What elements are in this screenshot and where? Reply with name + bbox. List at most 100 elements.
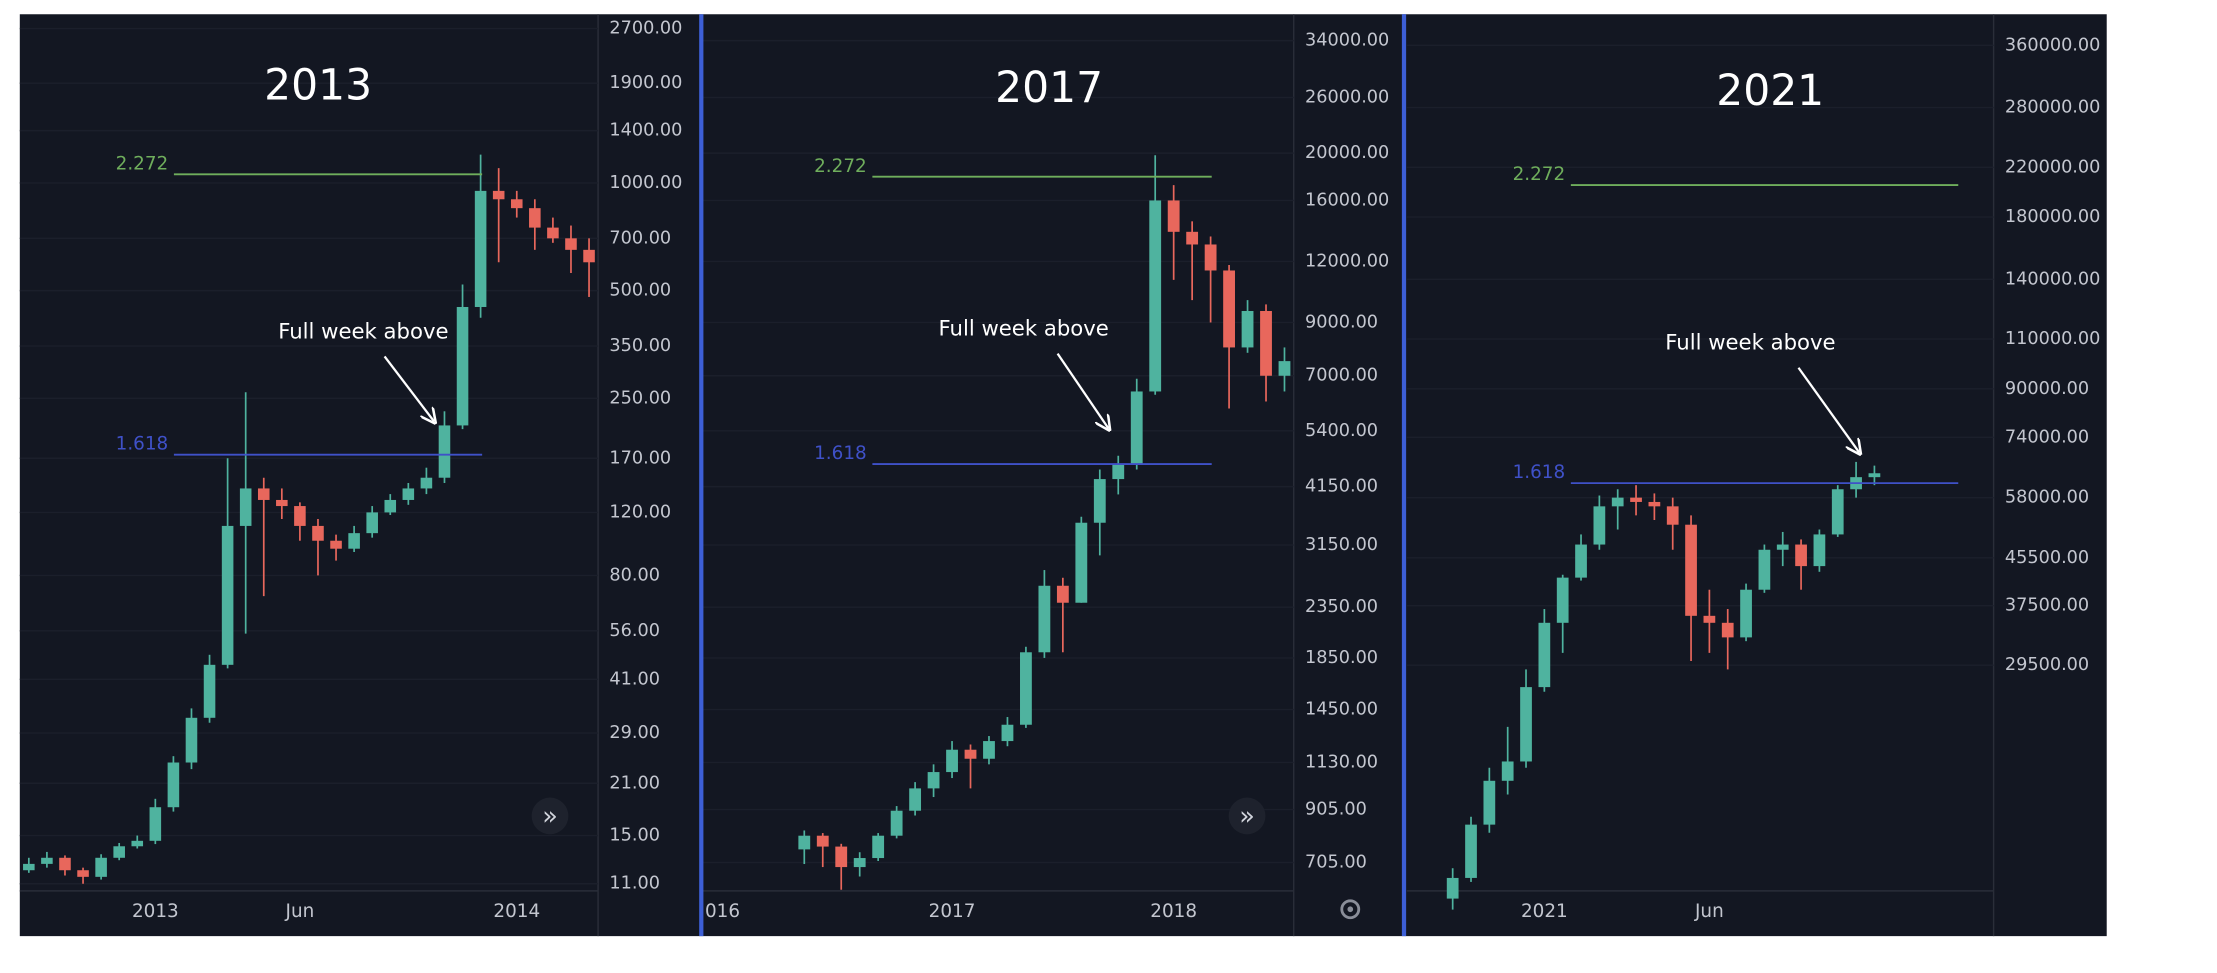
level-label: 2.272 xyxy=(1513,164,1566,185)
level-label: 1.618 xyxy=(116,434,169,455)
level-label: 2.272 xyxy=(116,153,169,174)
x-tick-label: 016 xyxy=(705,901,740,922)
candle-body xyxy=(276,499,288,507)
candle-body xyxy=(983,741,995,759)
level-label: 1.618 xyxy=(814,443,867,464)
chart-title: 2021 xyxy=(1716,67,1824,116)
y-tick-label: 29.00 xyxy=(609,723,660,743)
y-tick-label: 21.00 xyxy=(609,773,660,793)
svg-text:»: » xyxy=(1239,801,1255,831)
y-tick-label: 11.00 xyxy=(609,874,660,894)
candle-body xyxy=(1721,622,1734,638)
candle-body xyxy=(239,488,252,526)
annotation-arrow xyxy=(1056,352,1109,429)
annotation: Full week above xyxy=(1665,330,1835,355)
candle-body xyxy=(1630,497,1642,502)
candle-body xyxy=(1112,464,1125,480)
x-tick-label: Jun xyxy=(1694,901,1724,922)
candle-body xyxy=(294,506,306,526)
candle-body xyxy=(1465,824,1477,878)
y-tick-label: 140000.00 xyxy=(2005,269,2100,289)
y-tick-label: 15.00 xyxy=(609,826,660,846)
candle-body xyxy=(1538,622,1551,688)
x-tick-label: 2014 xyxy=(493,901,540,922)
candle-body xyxy=(816,835,829,847)
y-tick-label: 1400.00 xyxy=(609,121,682,141)
y-tick-label: 1000.00 xyxy=(609,173,682,193)
candle-body xyxy=(456,306,469,426)
candle-body xyxy=(547,227,559,239)
y-tick-label: 5400.00 xyxy=(1305,421,1378,441)
y-tick-label: 1900.00 xyxy=(609,73,682,93)
candle-body xyxy=(1593,506,1606,545)
y-tick-label: 7000.00 xyxy=(1305,366,1378,386)
candle-body xyxy=(312,525,324,541)
scroll-button[interactable]: » xyxy=(1228,797,1266,835)
y-tick-label: 120.00 xyxy=(609,502,671,522)
candle-body xyxy=(1446,877,1459,899)
candle-body xyxy=(964,749,977,759)
y-tick-label: 9000.00 xyxy=(1305,312,1378,332)
candle-body xyxy=(1001,724,1014,742)
y-tick-label: 74000.00 xyxy=(2005,427,2089,447)
candle-body xyxy=(1501,761,1514,781)
candle-body xyxy=(1813,534,1826,567)
candle-body xyxy=(1776,544,1789,550)
candle-body xyxy=(1186,231,1199,245)
y-tick-label: 905.00 xyxy=(1305,800,1367,820)
candle-body xyxy=(1703,615,1716,623)
y-tick-label: 37500.00 xyxy=(2005,596,2089,616)
svg-text:»: » xyxy=(542,801,558,831)
candle-body xyxy=(167,762,180,808)
x-tick-label: Jun xyxy=(285,901,315,922)
y-tick-label: 20000.00 xyxy=(1305,143,1389,163)
candle-body xyxy=(565,238,577,250)
candle-body xyxy=(1020,652,1032,725)
candle-body xyxy=(1278,361,1291,376)
candle-body xyxy=(1223,270,1235,348)
candle-body xyxy=(1204,244,1217,271)
candle-body xyxy=(474,190,487,307)
candle-body xyxy=(1056,585,1069,603)
y-tick-label: 16000.00 xyxy=(1305,190,1389,210)
candle-body xyxy=(1868,473,1881,478)
y-tick-label: 58000.00 xyxy=(2005,488,2089,508)
candle-body xyxy=(927,772,940,789)
y-tick-label: 250.00 xyxy=(609,388,671,408)
y-tick-label: 500.00 xyxy=(609,281,671,301)
candle-body xyxy=(41,857,53,864)
y-tick-label: 1450.00 xyxy=(1305,700,1378,720)
chart-title: 2013 xyxy=(264,61,372,110)
candle-body xyxy=(1758,549,1771,590)
candle-body xyxy=(798,835,811,850)
candle-body xyxy=(1075,522,1088,603)
x-tick-label: 2021 xyxy=(1521,901,1568,922)
candle-body xyxy=(23,863,35,871)
chart-title: 2017 xyxy=(995,64,1103,113)
y-tick-label: 220000.00 xyxy=(2005,157,2100,177)
scroll-button[interactable]: » xyxy=(531,797,569,835)
candle-body xyxy=(366,512,378,534)
settings-icon[interactable] xyxy=(1340,899,1361,920)
charts: 2700.00 1900.00 1400.00 1000.00 700.00 500.00… xyxy=(19,14,2100,937)
candle-body xyxy=(221,525,234,665)
candle-body xyxy=(872,835,885,859)
y-tick-label: 4150.00 xyxy=(1305,477,1378,497)
candle-body xyxy=(1149,200,1162,392)
y-tick-label: 705.00 xyxy=(1305,853,1367,873)
y-tick-label: 2700.00 xyxy=(609,19,682,39)
candle-body xyxy=(1038,585,1051,653)
candle-body xyxy=(149,807,162,841)
y-tick-label: 350.00 xyxy=(609,336,671,356)
y-tick-label: 34000.00 xyxy=(1305,31,1389,51)
y-tick-label: 90000.00 xyxy=(2005,379,2089,399)
candle-body xyxy=(835,846,848,868)
candle-body xyxy=(1685,524,1697,616)
candle-body xyxy=(1241,310,1254,348)
y-tick-label: 41.00 xyxy=(609,669,660,689)
y-tick-label: 80.00 xyxy=(609,565,660,585)
annotation-arrow xyxy=(1797,367,1859,453)
candle-body xyxy=(946,749,958,773)
